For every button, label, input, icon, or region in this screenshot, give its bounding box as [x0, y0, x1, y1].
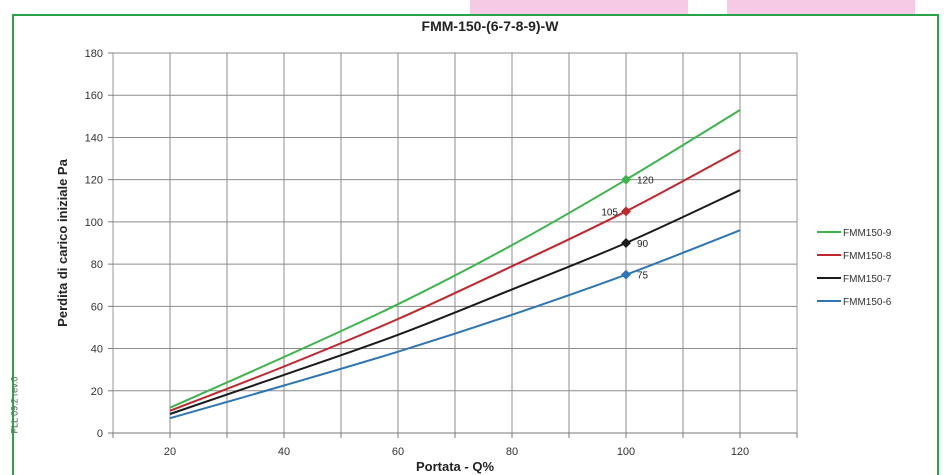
data-point-fmm150-9 — [621, 174, 631, 185]
y-axis-title: Perdita di carico iniziale Pa — [55, 158, 70, 326]
legend-label-fmm150-7: FMM150-7 — [843, 274, 892, 285]
chart-title: FMM-150-(6-7-8-9)-W — [422, 18, 560, 34]
x-tick-label: 40 — [278, 446, 290, 458]
legend-label-fmm150-9: FMM150-9 — [843, 228, 892, 239]
y-tick-label: 20 — [91, 386, 103, 398]
legend-label-fmm150-6: FMM150-6 — [843, 297, 892, 308]
x-tick-label: 20 — [164, 446, 176, 458]
y-tick-label: 180 — [85, 48, 103, 60]
data-point-fmm150-7 — [621, 238, 631, 248]
chart-frame — [12, 14, 939, 475]
data-label-fmm150-8: 105 — [601, 207, 618, 218]
x-axis-title: Portata - Q% — [416, 459, 494, 474]
y-tick-label: 60 — [91, 301, 103, 313]
header-highlight-left — [470, 0, 688, 14]
x-tick-label: 100 — [617, 446, 635, 458]
series-line-fmm150-9 — [169, 109, 741, 409]
y-tick-label: 40 — [91, 344, 103, 356]
y-tick-label: 80 — [91, 259, 103, 271]
data-label-fmm150-7: 90 — [637, 239, 649, 250]
data-point-fmm150-8 — [621, 206, 631, 217]
data-label-fmm150-9: 120 — [637, 176, 654, 187]
y-tick-label: 100 — [85, 217, 103, 229]
series-line-fmm150-8 — [169, 149, 741, 412]
legend-label-fmm150-8: FMM150-8 — [843, 251, 892, 262]
y-tick-label: 140 — [85, 132, 103, 144]
header-highlight-right — [727, 0, 915, 14]
series-line-fmm150-7 — [169, 189, 741, 415]
data-point-fmm150-6 — [621, 269, 631, 280]
x-tick-label: 120 — [731, 446, 749, 458]
x-tick-label: 80 — [506, 446, 518, 458]
y-tick-label: 160 — [85, 90, 103, 102]
series-line-fmm150-6 — [169, 229, 741, 420]
x-tick-label: 60 — [392, 446, 404, 458]
data-label-fmm150-6: 75 — [637, 271, 649, 282]
y-tick-label: 120 — [85, 175, 103, 187]
y-tick-label: 0 — [97, 428, 103, 440]
header-strip — [0, 0, 947, 14]
